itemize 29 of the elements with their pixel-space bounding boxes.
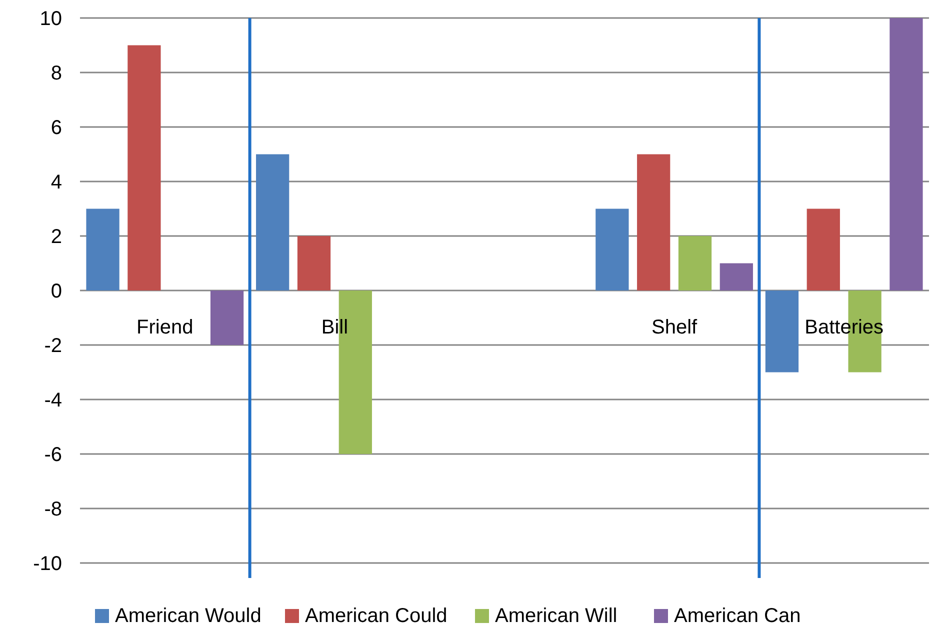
bar (596, 208, 629, 290)
y-tick-label: -10 (33, 553, 62, 575)
y-tick-label: 4 (50, 172, 62, 194)
y-tick-label: 8 (50, 62, 62, 84)
legend-label: American Will (495, 605, 618, 627)
y-tick-label: -2 (44, 335, 62, 357)
y-tick-label: -8 (44, 498, 62, 520)
bar (678, 236, 712, 290)
bar (806, 208, 840, 290)
y-tick-label: 0 (50, 280, 62, 302)
bar (297, 236, 331, 290)
bar (890, 18, 923, 290)
y-tick-label: -4 (44, 390, 62, 412)
bar (128, 45, 161, 290)
y-tick-label: -6 (44, 444, 62, 466)
y-tick-label: 2 (50, 226, 62, 248)
bar (765, 290, 799, 372)
y-tick-label: 10 (40, 8, 62, 30)
legend-label: American Can (674, 605, 801, 627)
bar (86, 208, 120, 290)
bar (720, 263, 753, 290)
bar (210, 290, 244, 345)
bar (637, 154, 670, 290)
legend-label: American Could (305, 605, 448, 627)
legend-label: American Would (115, 605, 262, 627)
y-tick-label: 6 (50, 117, 62, 139)
x-tick-label: Shelf (652, 316, 698, 338)
x-tick-label: Friend (136, 316, 194, 338)
bar (256, 154, 290, 290)
